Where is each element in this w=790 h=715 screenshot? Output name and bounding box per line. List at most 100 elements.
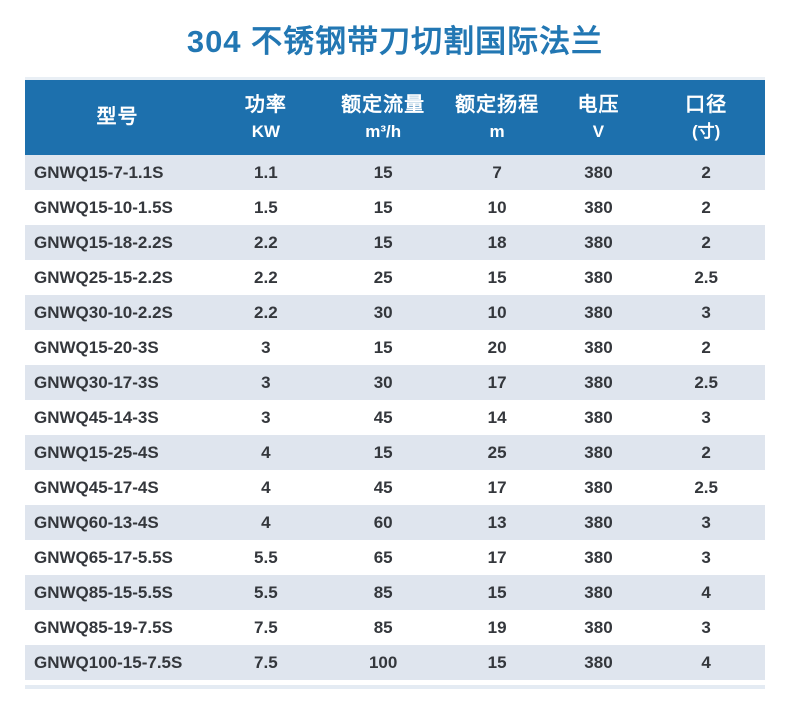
cell-diameter-inch: 3 xyxy=(701,547,711,567)
cell-flow-m3h: 45 xyxy=(373,477,393,497)
cell-voltage-v: 380 xyxy=(584,442,613,462)
cell-flow-m3h: 15 xyxy=(373,232,393,252)
cell-model: GNWQ25-15-2.2S xyxy=(34,267,173,287)
cell-voltage-v: 380 xyxy=(584,652,613,672)
cell-head-m: 17 xyxy=(487,372,507,392)
cell-voltage-v: 380 xyxy=(584,162,613,182)
cell-model: GNWQ30-17-3S xyxy=(34,372,159,392)
cell-power-kw: 3 xyxy=(261,337,271,357)
cell-diameter-inch: 2 xyxy=(701,337,711,357)
column-header-unit: (寸) xyxy=(691,121,721,141)
cell-flow-m3h: 85 xyxy=(373,617,393,637)
column-header-label: 电压 xyxy=(577,93,620,116)
table-row: GNWQ30-17-3S 3 30 17 380 2.5 xyxy=(25,365,765,400)
spec-table-container: 型号 功率 KW 额定流量 m³/h 额定扬程 m xyxy=(25,77,765,689)
cell-model: GNWQ30-10-2.2S xyxy=(34,302,173,322)
cell-voltage-v: 380 xyxy=(584,477,613,497)
table-row: GNWQ85-19-7.5S 7.5 85 19 380 3 xyxy=(25,610,765,645)
cell-power-kw: 7.5 xyxy=(254,652,278,672)
cell-model: GNWQ100-15-7.5S xyxy=(34,652,183,672)
cell-power-kw: 2.2 xyxy=(254,302,278,322)
cell-voltage-v: 380 xyxy=(584,407,613,427)
cell-diameter-inch: 3 xyxy=(701,512,711,532)
cell-voltage-v: 380 xyxy=(584,267,613,287)
cell-head-m: 10 xyxy=(487,197,507,217)
cell-diameter-inch: 2.5 xyxy=(694,372,718,392)
cell-head-m: 14 xyxy=(487,407,507,427)
cell-head-m: 7 xyxy=(492,162,502,182)
column-header-head: 额定扬程 m xyxy=(444,80,550,155)
cell-voltage-v: 380 xyxy=(584,547,613,567)
table-row: GNWQ15-18-2.2S 2.2 15 18 380 2 xyxy=(25,225,765,260)
cell-power-kw: 4 xyxy=(261,442,271,462)
table-row: GNWQ15-10-1.5S 1.5 15 10 380 2 xyxy=(25,190,765,225)
cell-head-m: 13 xyxy=(487,512,507,532)
cell-voltage-v: 380 xyxy=(584,372,613,392)
spec-table-header: 型号 功率 KW 额定流量 m³/h 额定扬程 m xyxy=(25,80,765,155)
cell-model: GNWQ85-19-7.5S xyxy=(34,617,173,637)
table-row: GNWQ85-15-5.5S 5.5 85 15 380 4 xyxy=(25,575,765,610)
cell-flow-m3h: 45 xyxy=(373,407,393,427)
cell-power-kw: 7.5 xyxy=(254,617,278,637)
cell-head-m: 19 xyxy=(487,617,507,637)
cell-flow-m3h: 15 xyxy=(373,337,393,357)
cell-diameter-inch: 4 xyxy=(701,652,711,672)
table-bottom-edge xyxy=(25,685,765,689)
cell-diameter-inch: 2.5 xyxy=(694,267,718,287)
cell-power-kw: 2.2 xyxy=(254,267,278,287)
cell-voltage-v: 380 xyxy=(584,512,613,532)
table-row: GNWQ15-20-3S 3 15 20 380 2 xyxy=(25,330,765,365)
cell-head-m: 15 xyxy=(487,267,507,287)
column-header-diameter: 口径 (寸) xyxy=(647,80,765,155)
header-row: 型号 功率 KW 额定流量 m³/h 额定扬程 m xyxy=(25,80,765,155)
cell-power-kw: 3 xyxy=(261,407,271,427)
cell-power-kw: 3 xyxy=(261,372,271,392)
cell-flow-m3h: 15 xyxy=(373,442,393,462)
cell-model: GNWQ15-20-3S xyxy=(34,337,159,357)
table-row: GNWQ100-15-7.5S 7.5 100 15 380 4 xyxy=(25,645,765,680)
table-row: GNWQ15-25-4S 4 15 25 380 2 xyxy=(25,435,765,470)
cell-head-m: 17 xyxy=(487,547,507,567)
cell-power-kw: 5.5 xyxy=(254,547,278,567)
cell-flow-m3h: 65 xyxy=(373,547,393,567)
cell-model: GNWQ65-17-5.5S xyxy=(34,547,173,567)
cell-head-m: 10 xyxy=(487,302,507,322)
column-header-label: 额定流量 xyxy=(341,93,426,116)
cell-voltage-v: 380 xyxy=(584,232,613,252)
cell-head-m: 17 xyxy=(487,477,507,497)
column-header-voltage: 电压 V xyxy=(549,80,648,155)
table-row: GNWQ30-10-2.2S 2.2 30 10 380 3 xyxy=(25,295,765,330)
cell-power-kw: 1.5 xyxy=(254,197,278,217)
cell-head-m: 15 xyxy=(487,652,507,672)
cell-voltage-v: 380 xyxy=(584,197,613,217)
cell-diameter-inch: 2 xyxy=(701,232,711,252)
cell-diameter-inch: 2 xyxy=(701,162,711,182)
column-header-label: 功率 xyxy=(244,93,287,116)
cell-power-kw: 5.5 xyxy=(254,582,278,602)
cell-diameter-inch: 2 xyxy=(701,442,711,462)
column-header-unit: KW xyxy=(251,121,281,141)
cell-diameter-inch: 3 xyxy=(701,407,711,427)
column-header-unit: V xyxy=(592,121,605,141)
cell-voltage-v: 380 xyxy=(584,302,613,322)
cell-power-kw: 2.2 xyxy=(254,232,278,252)
cell-diameter-inch: 2.5 xyxy=(694,477,718,497)
cell-power-kw: 4 xyxy=(261,477,271,497)
column-header-label: 型号 xyxy=(96,106,139,128)
cell-model: GNWQ60-13-4S xyxy=(34,512,159,532)
column-header-unit: m xyxy=(489,121,505,141)
cell-head-m: 20 xyxy=(487,337,507,357)
cell-head-m: 18 xyxy=(487,232,507,252)
cell-model: GNWQ15-18-2.2S xyxy=(34,232,173,252)
cell-flow-m3h: 25 xyxy=(373,267,393,287)
table-row: GNWQ45-17-4S 4 45 17 380 2.5 xyxy=(25,470,765,505)
spec-table-body: GNWQ15-7-1.1S 1.1 15 7 380 2 GNWQ15-10-1… xyxy=(25,155,765,680)
cell-power-kw: 1.1 xyxy=(254,162,278,182)
cell-power-kw: 4 xyxy=(261,512,271,532)
cell-model: GNWQ15-10-1.5S xyxy=(34,197,173,217)
cell-head-m: 15 xyxy=(487,582,507,602)
table-row: GNWQ60-13-4S 4 60 13 380 3 xyxy=(25,505,765,540)
cell-model: GNWQ85-15-5.5S xyxy=(34,582,173,602)
table-row: GNWQ15-7-1.1S 1.1 15 7 380 2 xyxy=(25,155,765,190)
column-header-label: 口径 xyxy=(685,93,728,116)
